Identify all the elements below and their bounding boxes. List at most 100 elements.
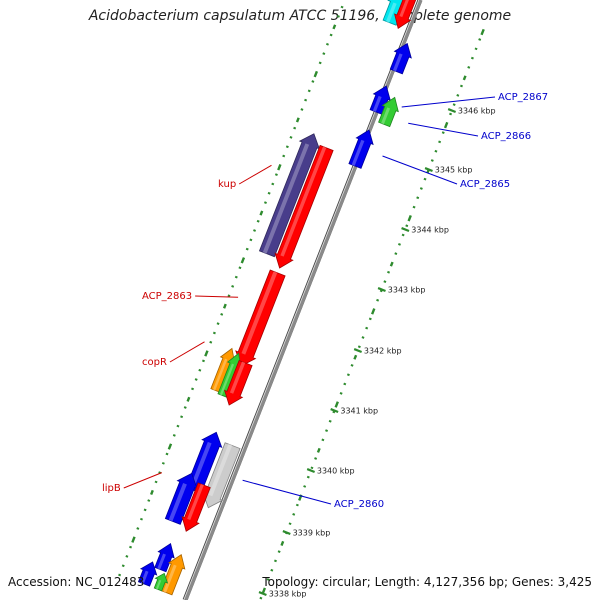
ring-tick xyxy=(480,28,485,36)
ring-tick xyxy=(361,336,365,339)
callout-line xyxy=(242,479,332,505)
ring-tick xyxy=(318,61,322,65)
ring-tick xyxy=(282,154,286,158)
callout-line xyxy=(401,96,496,108)
ring-tick xyxy=(470,56,474,60)
ring-tick xyxy=(167,443,173,450)
callout-line xyxy=(169,341,205,363)
ring-tick xyxy=(328,419,332,423)
ring-inner xyxy=(259,28,485,600)
callout-line xyxy=(195,295,239,298)
label-acp_2865: ACP_2865 xyxy=(460,179,510,190)
ring-tick xyxy=(321,438,325,442)
ring-tick xyxy=(147,499,151,502)
ring-tick xyxy=(129,545,133,549)
ring-tick xyxy=(467,66,471,69)
ring-tick xyxy=(136,527,140,530)
callout-line xyxy=(382,155,458,185)
gene-feature xyxy=(394,0,417,29)
scale-label: 3338 kbp xyxy=(269,590,307,599)
ring-tick xyxy=(143,508,147,512)
topology-summary: Topology: circular; Length: 4,127,356 bp… xyxy=(262,575,592,589)
scale-label: 3341 kbp xyxy=(340,407,378,416)
gene-feature xyxy=(181,482,211,532)
ring-tick xyxy=(285,145,289,149)
ring-tick xyxy=(139,517,143,521)
ring-tick xyxy=(306,475,310,479)
scale-tick xyxy=(401,227,410,233)
gene-feature xyxy=(224,359,253,406)
ring-tick xyxy=(293,126,297,130)
ring-tick xyxy=(346,373,350,377)
ring-tick xyxy=(462,75,467,81)
ring-tick xyxy=(118,573,122,577)
ring-tick xyxy=(270,568,274,572)
ring-tick xyxy=(292,513,296,516)
ring-tick xyxy=(401,233,405,237)
gene-highlight xyxy=(163,564,177,593)
ring-tick xyxy=(150,489,154,495)
ring-tick xyxy=(180,415,184,419)
scale-tick xyxy=(447,108,457,114)
gene-highlight xyxy=(392,53,403,72)
ring-tick xyxy=(201,359,205,363)
gene-highlight xyxy=(229,361,246,394)
ring-tick xyxy=(310,466,314,470)
ring-tick xyxy=(131,536,136,543)
scale-tick xyxy=(258,591,267,597)
label-acp_2863: ACP_2863 xyxy=(142,291,192,302)
ring-tick xyxy=(407,215,412,222)
gene-highlight xyxy=(187,483,204,520)
gene-highlight xyxy=(157,553,166,570)
ring-tick xyxy=(154,480,158,484)
ring-tick xyxy=(376,298,380,302)
ring-tick xyxy=(339,391,343,395)
accession-text: Accession: NC_012483 xyxy=(8,575,145,589)
ring-tick xyxy=(365,326,369,330)
ring-tick xyxy=(220,312,224,316)
gene-acp_2865 xyxy=(348,129,374,169)
ring-tick xyxy=(449,112,453,116)
ring-tick xyxy=(316,447,321,453)
ring-tick xyxy=(443,121,449,129)
ring-tick xyxy=(430,159,434,162)
ring-tick xyxy=(350,364,354,367)
ring-tick xyxy=(438,140,442,144)
ring-tick xyxy=(325,429,329,432)
ring-outer xyxy=(118,5,344,577)
ring-tick xyxy=(240,257,246,264)
scale-label: 3344 kbp xyxy=(411,226,449,235)
scale-label: 3339 kbp xyxy=(293,529,331,538)
gene-arrow xyxy=(394,0,417,29)
ring-tick xyxy=(313,70,319,78)
ring-tick xyxy=(368,317,372,321)
ring-tick xyxy=(161,461,165,465)
ring-tick xyxy=(311,80,315,83)
scale-label: 3340 kbp xyxy=(317,467,355,476)
ring-tick xyxy=(198,368,202,372)
ring-tick xyxy=(383,280,387,283)
ring-tick xyxy=(303,485,307,488)
gene-highlight xyxy=(399,0,409,18)
ring-tick xyxy=(478,38,482,41)
ring-tick xyxy=(256,219,260,223)
ring-tick xyxy=(222,303,227,309)
gene-highlight xyxy=(212,358,228,391)
ring-tick xyxy=(340,5,344,9)
ring-tick xyxy=(314,457,318,460)
scale-label: 3343 kbp xyxy=(388,286,426,295)
gene-feature xyxy=(160,554,186,596)
gene-highlight xyxy=(386,2,397,23)
gene-highlight xyxy=(140,570,149,584)
gene-highlight xyxy=(241,271,278,355)
ring-tick xyxy=(405,224,409,228)
ring-tick xyxy=(459,84,463,88)
ring-tick xyxy=(277,550,281,553)
scale-label: 3346 kbp xyxy=(458,107,496,116)
gene-feature xyxy=(137,561,158,587)
scale-tick xyxy=(424,167,433,173)
ring-tick xyxy=(266,578,270,581)
ring-tick xyxy=(307,89,311,93)
ring-tick xyxy=(394,252,398,256)
